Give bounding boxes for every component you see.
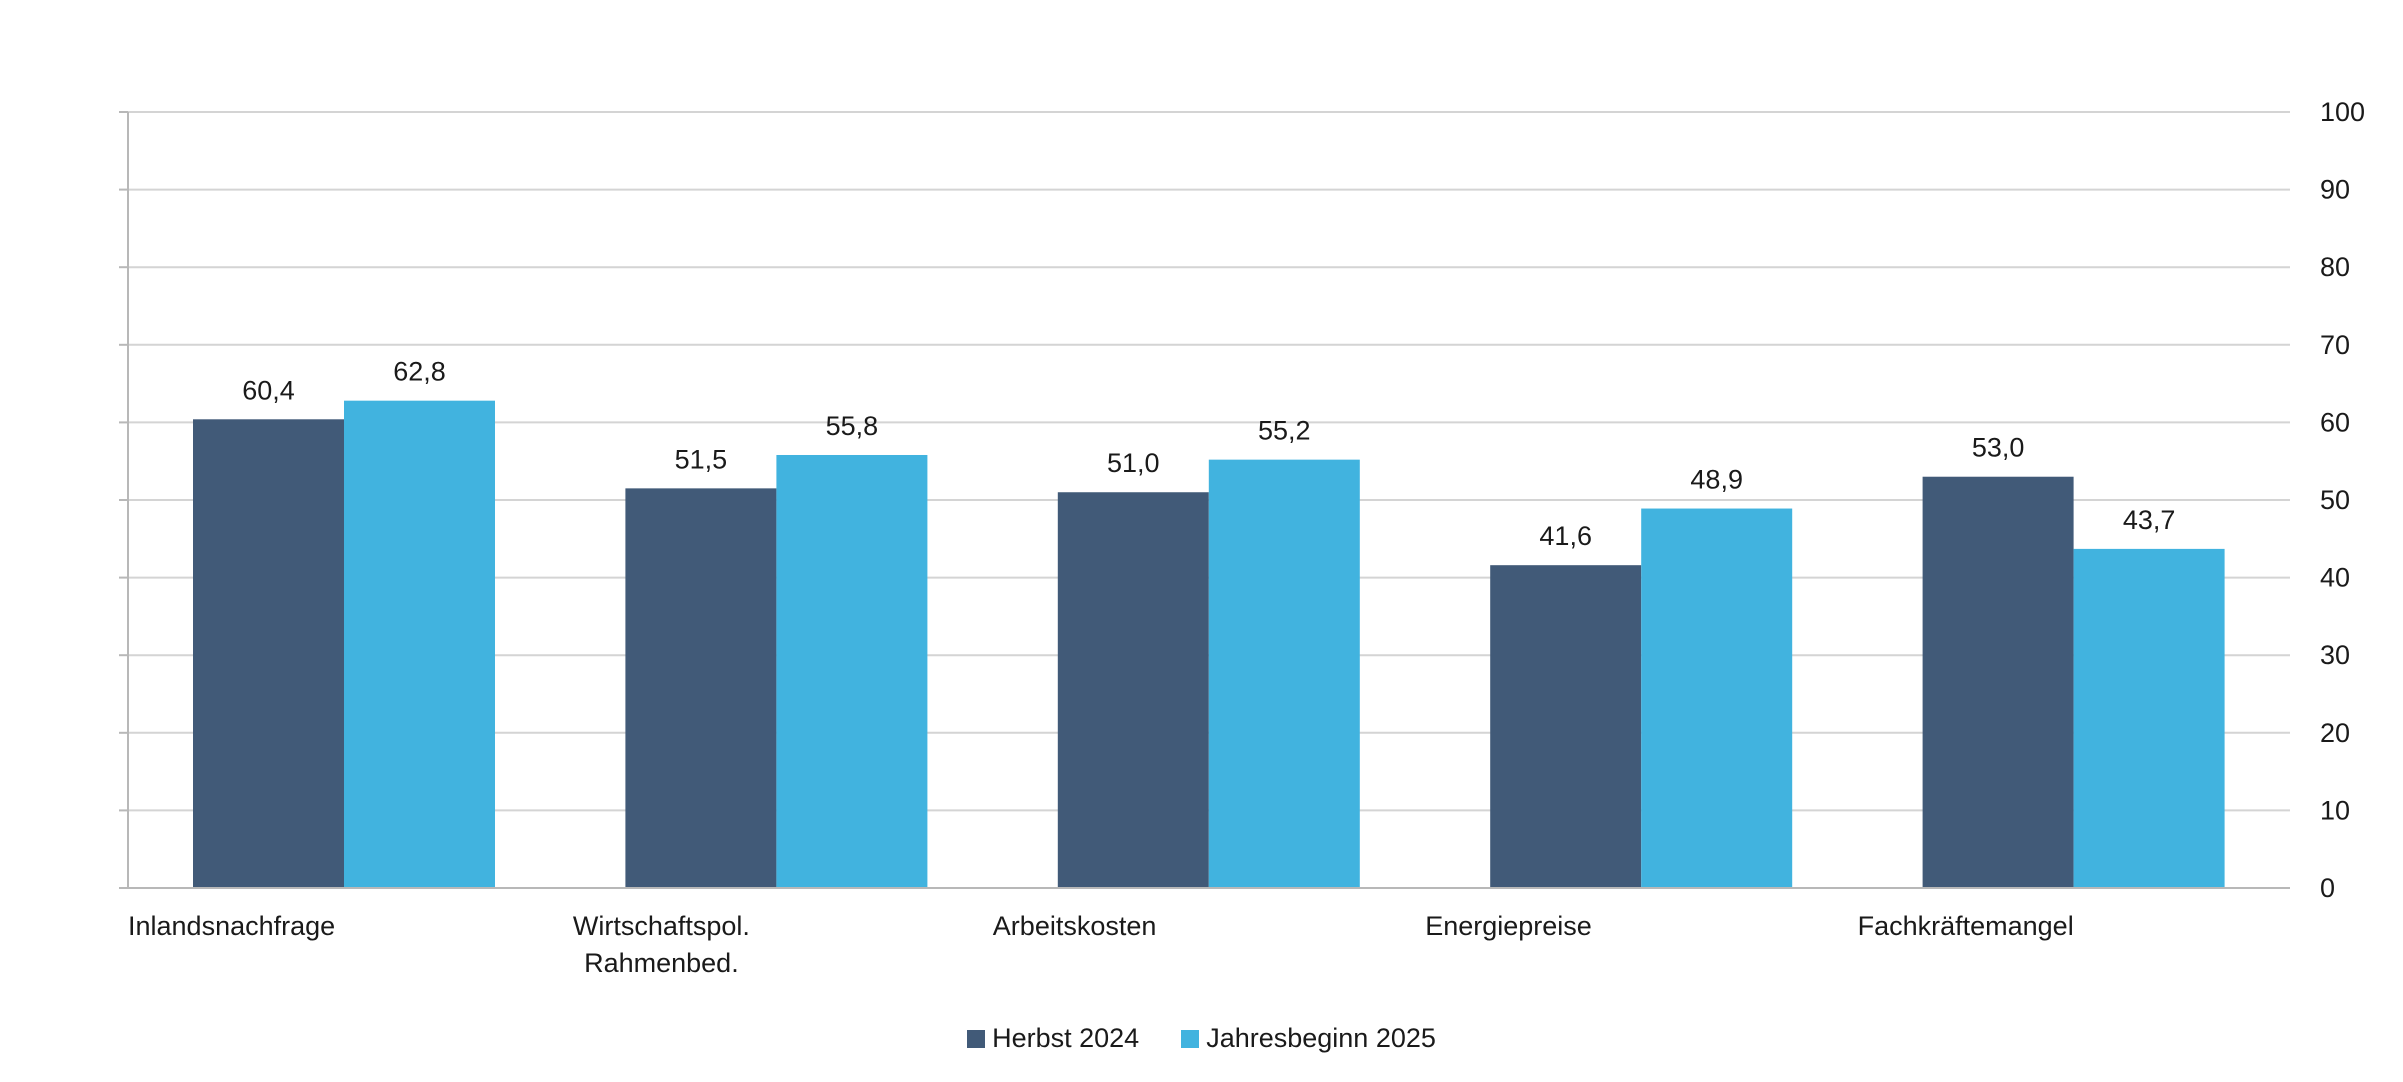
y-tick-label: 90	[2320, 175, 2350, 205]
y-tick-label: 0	[2320, 873, 2335, 903]
data-label-series-2: 43,7	[2123, 505, 2176, 535]
bar-series-1	[1490, 565, 1642, 888]
x-tick-label: Energiepreise	[1425, 911, 1592, 941]
bar-series-1	[625, 488, 777, 888]
bar-series-2	[2073, 548, 2225, 888]
data-label-series-1: 53,0	[1972, 433, 2025, 463]
legend-item-series-2: Jahresbeginn 2025	[1181, 1023, 1436, 1054]
data-label-series-2: 62,8	[393, 357, 446, 387]
legend: Herbst 2024 Jahresbeginn 2025	[0, 1023, 2403, 1054]
bar-series-1	[1922, 476, 2074, 888]
x-tick-label: Fachkräftemangel	[1858, 911, 2074, 941]
axes: 0 10 20 30 40 50 60 70 80 90 100 Inlandsnachfrage Wi…	[119, 97, 2365, 978]
y-tick-label: 50	[2320, 485, 2350, 515]
data-label-series-2: 48,9	[1690, 465, 1743, 495]
y-tick-label: 80	[2320, 252, 2350, 282]
y-tick-label: 30	[2320, 640, 2350, 670]
data-labels: 60,4 62,8 51,5 55,8 51,0 55,2 41,6 48,9 53,0 43,7	[242, 357, 2175, 552]
bar-series-2	[344, 400, 495, 888]
data-label-series-1: 51,5	[675, 444, 728, 474]
bar-series-2	[1641, 508, 1793, 888]
x-tick-label: Wirtschaftspol.	[573, 911, 750, 941]
x-tick-label: Inlandsnachfrage	[128, 911, 335, 941]
y-tick-label: 100	[2320, 97, 2365, 127]
legend-item-series-1: Herbst 2024	[967, 1023, 1139, 1054]
legend-swatch-series-1	[967, 1029, 986, 1048]
legend-label-series-2: Jahresbeginn 2025	[1206, 1023, 1436, 1053]
bars	[193, 400, 2225, 888]
bar-series-2	[776, 454, 928, 888]
y-tick-label: 40	[2320, 563, 2350, 593]
bar-chart: 0 10 20 30 40 50 60 70 80 90 100 Inlandsnachfrage Wi…	[119, 97, 2365, 978]
x-tick-label: Arbeitskosten	[993, 911, 1157, 941]
data-label-series-1: 60,4	[242, 375, 295, 405]
bar-series-1	[193, 419, 344, 888]
data-label-series-1: 51,0	[1107, 448, 1160, 478]
y-tick-label: 20	[2320, 718, 2350, 748]
bar-series-1	[1057, 492, 1209, 888]
y-tick-label: 70	[2320, 330, 2350, 360]
bar-series-2	[1208, 459, 1360, 888]
x-tick-label: Rahmenbed.	[584, 948, 739, 978]
legend-swatch-series-2	[1181, 1029, 1200, 1048]
y-tick-label: 60	[2320, 407, 2350, 437]
y-tick-label: 10	[2320, 795, 2350, 825]
data-label-series-2: 55,2	[1258, 416, 1311, 446]
data-label-series-2: 55,8	[826, 411, 879, 441]
legend-label-series-1: Herbst 2024	[992, 1023, 1140, 1053]
data-label-series-1: 41,6	[1539, 521, 1592, 551]
